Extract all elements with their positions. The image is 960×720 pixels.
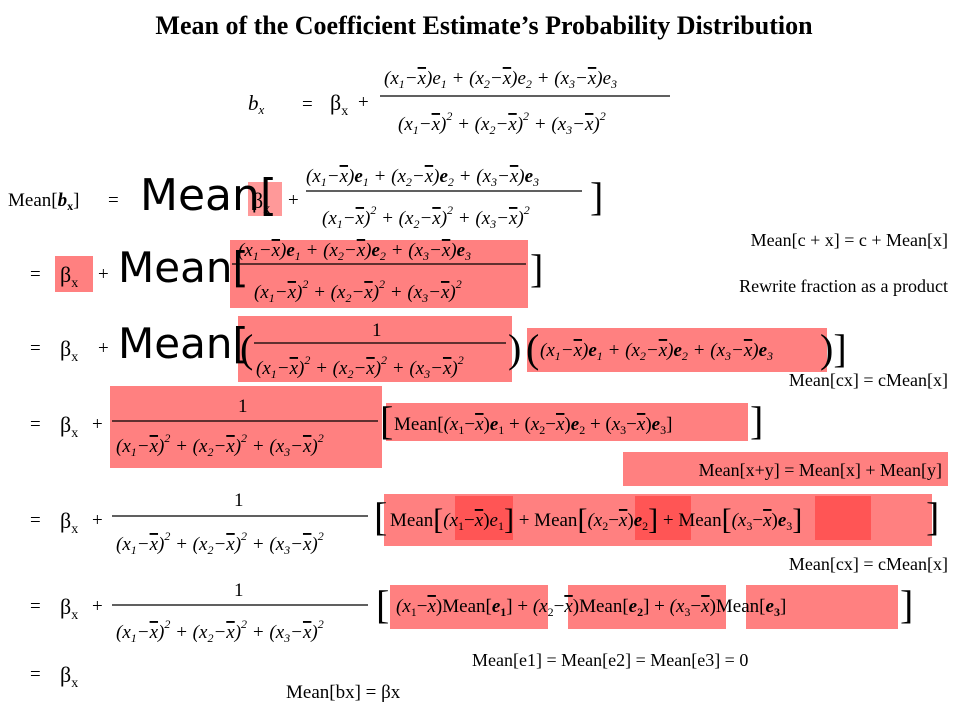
highlight-term2-line7 xyxy=(568,585,726,629)
svg-text:(x1−x)e1 + (x2−x)e2 + (x3−x)e3: (x1−x)e1 + (x2−x)e2 + (x3−x)e3 xyxy=(540,340,773,363)
svg-text:]: ] xyxy=(530,246,543,291)
svg-text:Mean[(x1−x)e1 + (x2−x)e2 + (x3: Mean[(x1−x)e1 + (x2−x)e2 + (x3−x)e3] xyxy=(394,414,672,437)
svg-text:βx: βx xyxy=(60,594,78,623)
highlight-beta-line2 xyxy=(248,182,282,216)
equation-line-4: = βx + Mean[ ( 1 (x1−x)2 + (x2−x)2 + (x3… xyxy=(30,319,847,381)
svg-text:1: 1 xyxy=(238,396,248,417)
svg-text:bx: bx xyxy=(248,91,265,117)
svg-text:): ) xyxy=(508,326,521,371)
svg-text:Mean[: Mean[ xyxy=(118,243,249,292)
equation-line-8: = βx xyxy=(30,662,78,691)
equation-line-5: = βx + 1 (x1−x)2 + (x2−x)2 + (x3−x)2 [ M… xyxy=(30,396,763,459)
svg-text:]: ] xyxy=(590,174,603,219)
equation-definition: bx = βx + (x1−x)e1 + (x2−x)e2 + (x3−x)e3… xyxy=(248,68,670,137)
svg-text:+: + xyxy=(92,414,103,435)
svg-text:βx: βx xyxy=(60,508,78,537)
conclusion-text: Mean[bx] = βx xyxy=(286,682,401,703)
svg-text:=: = xyxy=(108,190,119,211)
slide-title: Mean of the Coefficient Estimate’s Proba… xyxy=(155,11,813,40)
svg-text:=: = xyxy=(30,664,41,685)
svg-text:]: ] xyxy=(926,494,939,539)
highlight-denominator-line5 xyxy=(110,386,382,468)
equation-line-2: Mean[bx] = Mean[ βx + (x1−x)e1 + (x2−x)e… xyxy=(8,166,603,231)
svg-text:=: = xyxy=(302,94,313,115)
svg-text:Mean[bx]: Mean[bx] xyxy=(8,190,79,213)
svg-text:(x1−x)2 + (x2−x)2 + (x3−x)2: (x1−x)2 + (x2−x)2 + (x3−x)2 xyxy=(322,203,530,231)
svg-text:[: [ xyxy=(374,494,387,539)
svg-text:]: ] xyxy=(750,398,763,443)
svg-text:(x1−x)e1 + (x2−x)e2 + (x3−x)e3: (x1−x)e1 + (x2−x)e2 + (x3−x)e3 xyxy=(306,166,539,189)
svg-text:+: + xyxy=(358,92,369,113)
svg-text:+: + xyxy=(98,264,109,285)
note-rewrite-fraction: Rewrite fraction as a product xyxy=(739,276,948,296)
highlight-fraction-line4 xyxy=(238,316,512,382)
highlight-term1-line7 xyxy=(390,585,548,629)
note-box-mean-x-plus-y xyxy=(623,452,948,486)
highlight-mean-sum-line5 xyxy=(386,403,748,441)
svg-text:βx: βx xyxy=(330,90,348,119)
svg-text:+: + xyxy=(92,596,103,617)
svg-text:+: + xyxy=(92,510,103,531)
svg-text:(: ( xyxy=(240,326,253,371)
highlight-term3-line6 xyxy=(815,496,871,540)
svg-text:=: = xyxy=(30,264,41,285)
highlight-mean-bracket-line3 xyxy=(230,240,528,308)
highlight-layer xyxy=(55,182,948,629)
note-mean-e-zero: Mean[e1] = Mean[e2] = Mean[e3] = 0 xyxy=(472,650,748,670)
svg-text:(x1−x)2 + (x2−x)2 + (x3−x)2: (x1−x)2 + (x2−x)2 + (x3−x)2 xyxy=(116,529,324,557)
svg-text:=: = xyxy=(30,338,41,359)
svg-text:1: 1 xyxy=(234,580,244,601)
svg-text:[: [ xyxy=(376,582,389,627)
svg-text:=: = xyxy=(30,596,41,617)
highlight-product-line4 xyxy=(527,328,827,372)
highlight-beta-line3 xyxy=(55,256,93,292)
note-mean-cx-1: Mean[cx] = cMean[x] xyxy=(789,370,948,390)
svg-text:(x1−x)2 + (x2−x)2 + (x3−x)2: (x1−x)2 + (x2−x)2 + (x3−x)2 xyxy=(116,617,324,645)
note-mean-c-plus-x: Mean[c + x] = c + Mean[x] xyxy=(751,230,948,250)
svg-text:(: ( xyxy=(526,326,539,371)
svg-text:Mean[: Mean[ xyxy=(140,170,277,221)
svg-text:[: [ xyxy=(380,398,393,443)
note-mean-x-plus-y: Mean[x+y] = Mean[x] + Mean[y] xyxy=(699,460,942,480)
svg-text:=: = xyxy=(30,414,41,435)
svg-text:(x1−x)2 + (x2−x)2 + (x3−x)2: (x1−x)2 + (x2−x)2 + (x3−x)2 xyxy=(254,277,462,305)
svg-text:(x1−x)2 + (x2−x)2 + (x3−x)2: (x1−x)2 + (x2−x)2 + (x3−x)2 xyxy=(398,109,606,137)
svg-text:+: + xyxy=(288,190,299,211)
svg-text:]: ] xyxy=(900,582,913,627)
svg-text:1: 1 xyxy=(234,490,244,511)
svg-text:+: + xyxy=(98,338,109,359)
svg-text:=: = xyxy=(30,510,41,531)
highlight-term2-line6 xyxy=(635,496,691,540)
svg-text:(x1−x)2 + (x2−x)2 + (x3−x)2: (x1−x)2 + (x2−x)2 + (x3−x)2 xyxy=(116,431,324,459)
svg-text:Mean[: Mean[ xyxy=(118,319,249,368)
svg-text:(x1−x)e1 + (x2−x)e2 + (x3−x)e3: (x1−x)e1 + (x2−x)e2 + (x3−x)e3 xyxy=(238,240,471,263)
svg-text:βx: βx xyxy=(60,336,78,365)
highlight-term1-line6 xyxy=(455,496,513,540)
svg-text:βx: βx xyxy=(60,412,78,441)
svg-text:(x1−x)Mean[e1] + (x2−x)Mean[: (x1−x)Mean[e1] + (x2−x)Mean[e2] + (x3−x)… xyxy=(396,596,786,619)
svg-text:)]: )] xyxy=(820,326,847,371)
note-mean-cx-2: Mean[cx] = cMean[x] xyxy=(789,554,948,574)
svg-text:(x1−x)2 + (x2−x)2 + (x3−x)2: (x1−x)2 + (x2−x)2 + (x3−x)2 xyxy=(256,353,464,381)
svg-text:(x1−x)e1 + (x2−x)e2 + (x3−x)e3: (x1−x)e1 + (x2−x)e2 + (x3−x)e3 xyxy=(384,68,617,91)
highlight-term3-line7 xyxy=(746,585,898,629)
svg-text:βx: βx xyxy=(60,662,78,691)
svg-text:1: 1 xyxy=(372,320,382,341)
